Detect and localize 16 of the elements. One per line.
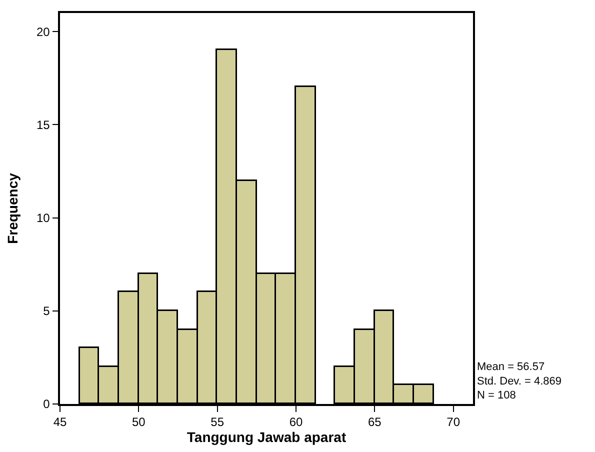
y-tick-label: 15 bbox=[36, 118, 50, 132]
y-tick-label: 0 bbox=[43, 397, 50, 412]
x-tick-label: 70 bbox=[446, 415, 460, 430]
x-tick-label: 55 bbox=[210, 415, 224, 430]
y-tick-label: 10 bbox=[36, 211, 50, 226]
y-tick-label: 20 bbox=[36, 24, 50, 39]
text: N = 108 bbox=[477, 390, 516, 402]
x-axis-title: Tanggung Jawab aparat bbox=[186, 429, 346, 446]
x-tick-label: 45 bbox=[53, 415, 67, 430]
text: Std. Dev. = 4.869 bbox=[477, 375, 562, 388]
text: Mean = 56.57 bbox=[477, 361, 545, 373]
x-tick-label: 60 bbox=[289, 415, 303, 430]
y-tick-label: 5 bbox=[43, 304, 50, 318]
y-axis-title: Frequency bbox=[4, 172, 21, 244]
x-tick-label: 50 bbox=[132, 415, 146, 430]
x-tick-label: 65 bbox=[368, 415, 382, 430]
